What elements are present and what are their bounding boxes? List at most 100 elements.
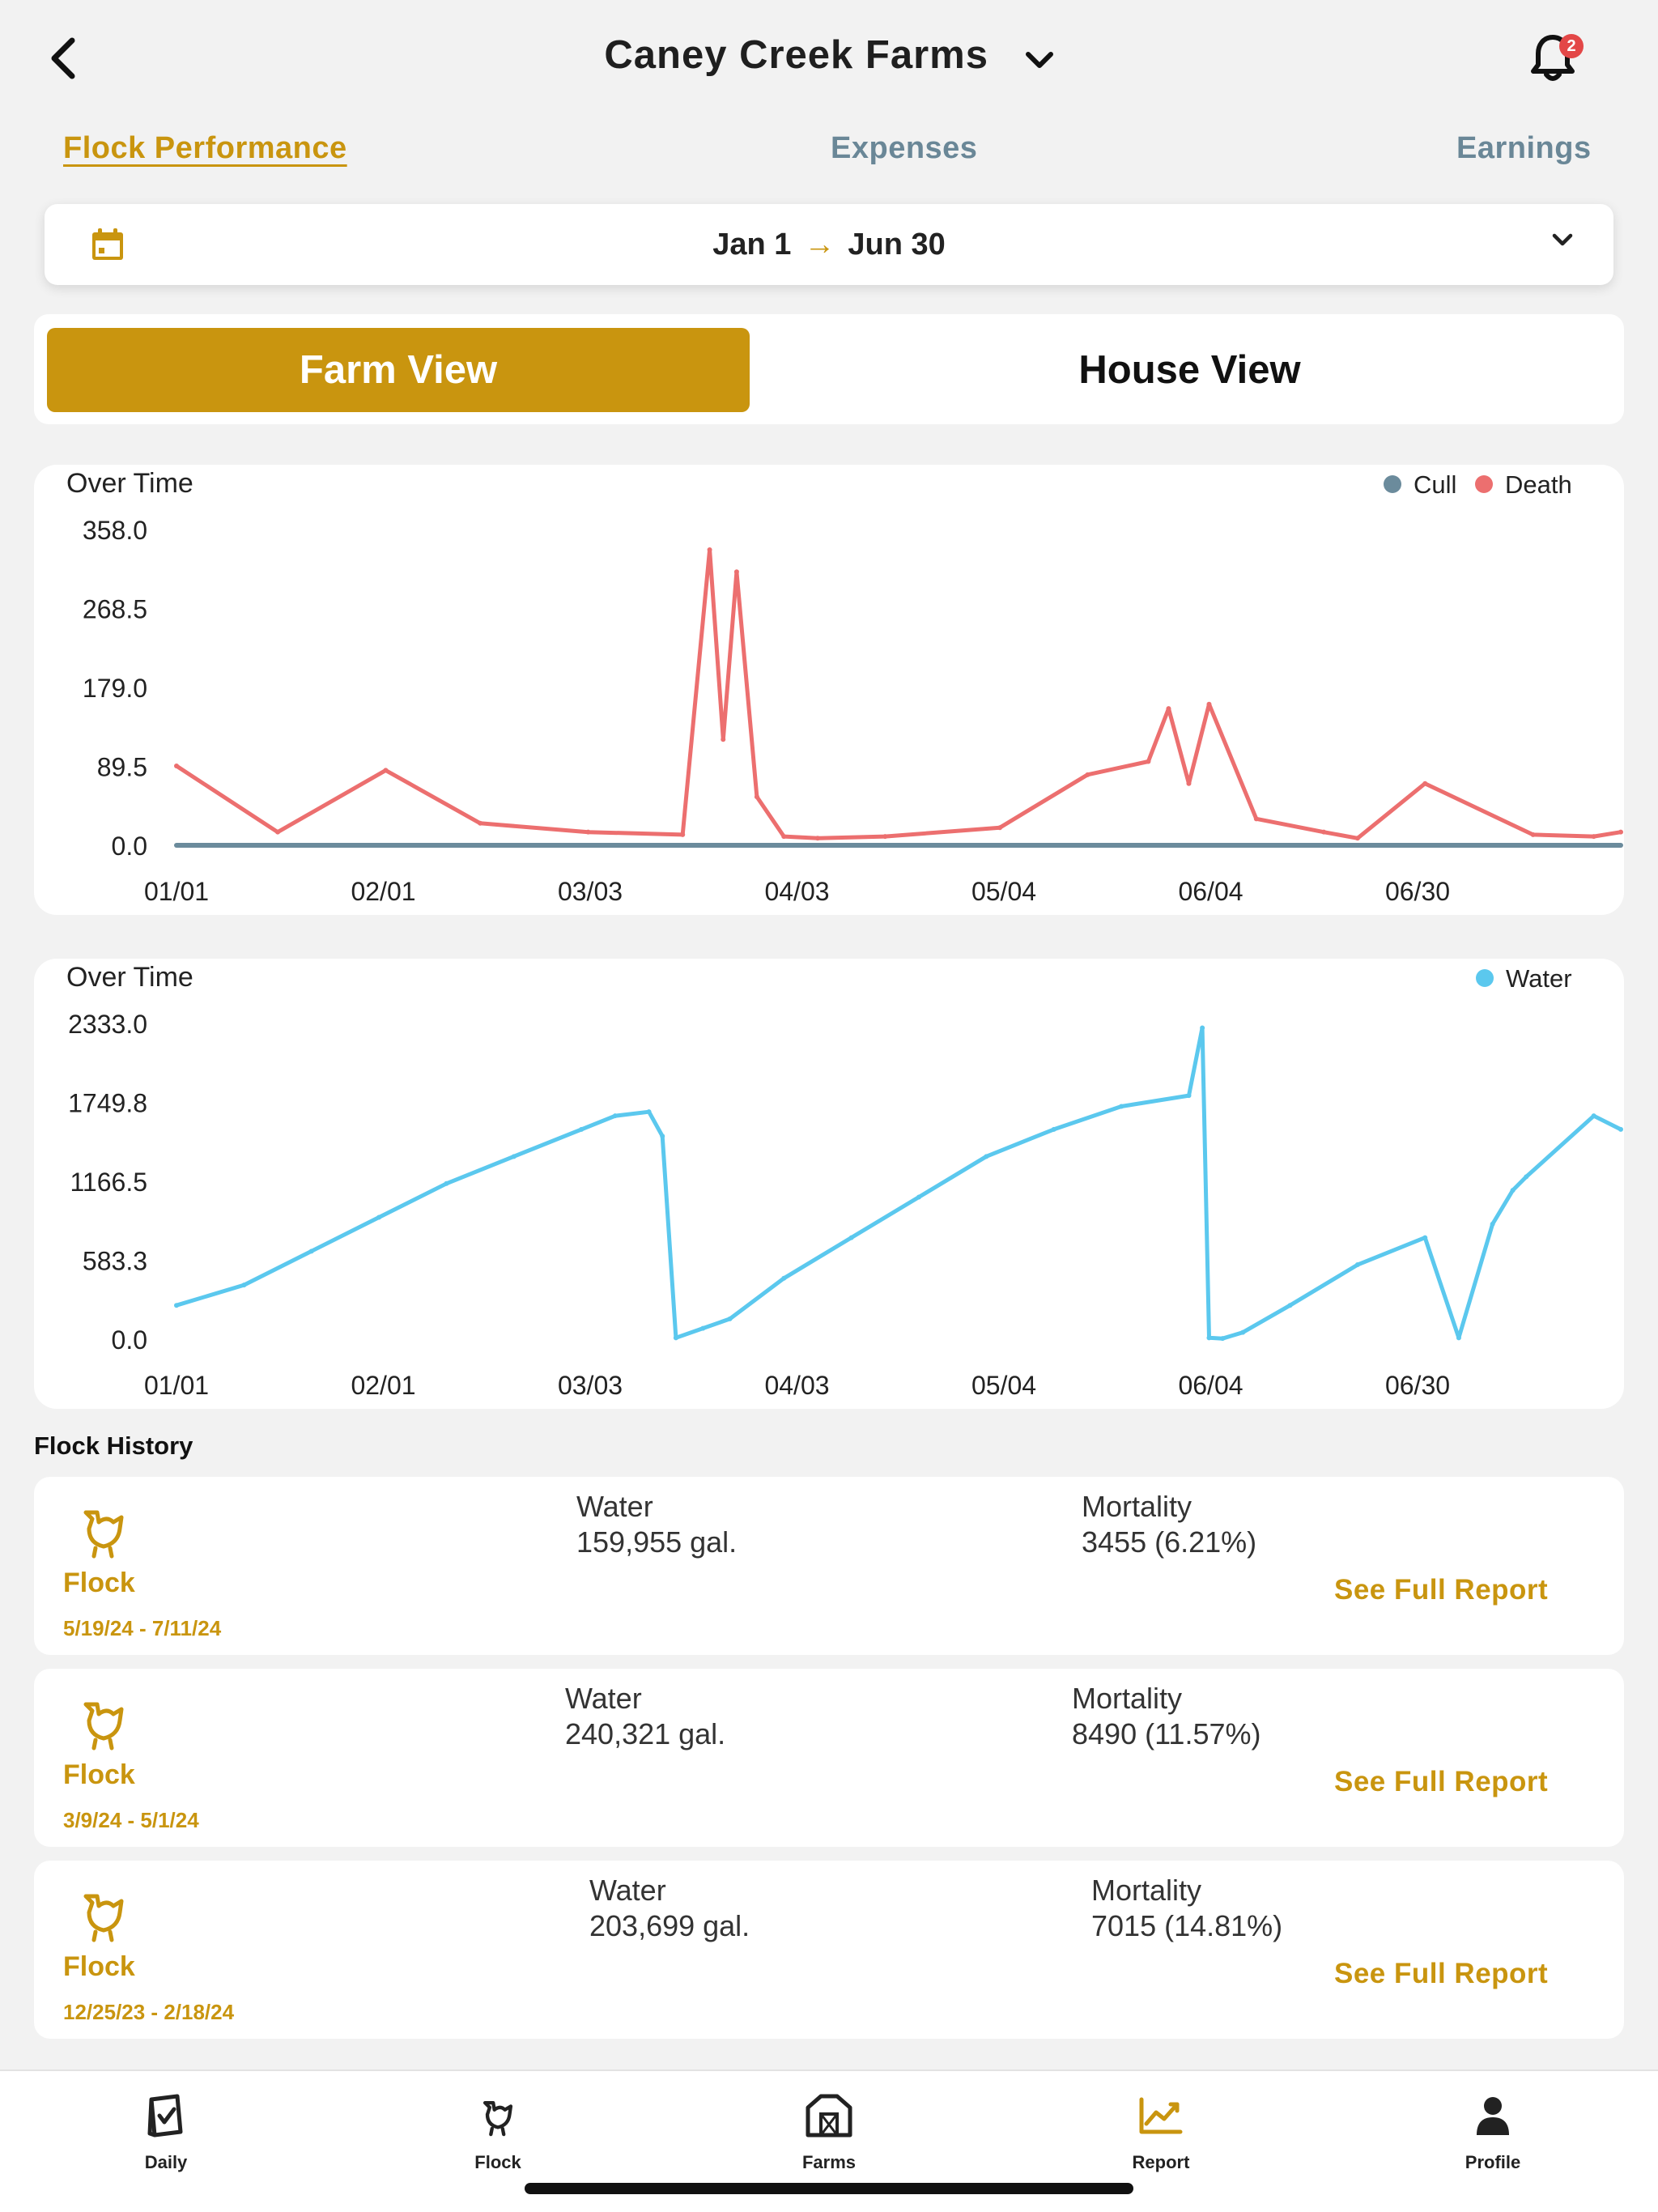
x-tick-label: 04/03 xyxy=(764,1371,829,1400)
see-full-report-link[interactable]: See Full Report xyxy=(1334,1574,1549,1606)
y-tick-label: 1749.8 xyxy=(68,1089,147,1118)
x-tick-label: 04/03 xyxy=(764,877,829,906)
legend-death-label: Death xyxy=(1505,470,1572,499)
nav-label: Flock xyxy=(474,2152,521,2172)
water-value: 159,955 gal. xyxy=(576,1525,738,1559)
tab-earnings[interactable]: Earnings xyxy=(1456,131,1592,165)
home-indicator xyxy=(525,2183,1133,2194)
y-tick-label: 1166.5 xyxy=(70,1168,148,1197)
water-value: 240,321 gal. xyxy=(565,1717,726,1750)
see-full-report-link[interactable]: See Full Report xyxy=(1334,1958,1549,1989)
data-point xyxy=(1119,1104,1124,1109)
flock-history-item: Flock 5/19/24 - 7/11/24 Water 159,955 ga… xyxy=(34,1477,1624,1655)
nav-farms[interactable]: Farms xyxy=(732,2089,926,2173)
flock-name: Flock xyxy=(63,1759,135,1790)
data-point xyxy=(733,569,739,575)
legend-cull-dot xyxy=(1384,475,1401,493)
tab-expenses[interactable]: Expenses xyxy=(831,131,978,165)
x-tick-label: 06/30 xyxy=(1385,877,1450,906)
data-point xyxy=(1051,1126,1056,1132)
y-tick-label: 0.0 xyxy=(112,832,147,861)
water-value: 203,699 gal. xyxy=(589,1909,750,1942)
data-point xyxy=(478,820,483,826)
x-tick-label: 06/04 xyxy=(1178,1371,1243,1400)
date-range-picker[interactable]: Jan 1 → Jun 30 xyxy=(45,204,1613,285)
data-point xyxy=(1186,781,1192,786)
view-toggle: Farm View House View xyxy=(34,314,1624,424)
series-line-death xyxy=(174,547,1623,840)
chart-icon xyxy=(1064,2089,1258,2142)
data-point xyxy=(700,1325,706,1331)
data-point xyxy=(579,1126,585,1132)
nav-label: Farms xyxy=(801,2152,857,2172)
mortality-value: 8490 (11.57%) xyxy=(1072,1717,1261,1750)
data-point xyxy=(916,1194,922,1200)
mortality-chart: Over Time Cull Death 358.0 268.5 179.0 89.5… xyxy=(66,468,1623,906)
data-point xyxy=(585,829,591,835)
chart-title: Over Time xyxy=(66,962,193,993)
flock-history-item: Flock 3/9/24 - 5/1/24 Water 240,321 gal.… xyxy=(34,1669,1624,1847)
hen-icon xyxy=(401,2089,595,2142)
y-tick-label: 358.0 xyxy=(83,516,147,545)
data-point xyxy=(1146,759,1151,764)
series-line-water xyxy=(174,1026,1623,1341)
data-point xyxy=(275,829,281,835)
y-tick-label: 0.0 xyxy=(112,1325,147,1355)
nav-report[interactable]: Report xyxy=(1064,2089,1258,2173)
nav-profile[interactable]: Profile xyxy=(1396,2089,1590,2173)
data-point xyxy=(383,768,389,773)
arrow-right-icon: → xyxy=(804,227,835,262)
farm-name: Caney Creek Farms xyxy=(604,33,988,77)
data-point xyxy=(1618,1126,1623,1132)
data-point xyxy=(727,1316,733,1321)
hen-icon xyxy=(74,1501,133,1559)
flock-dates: 3/9/24 - 5/1/24 xyxy=(63,1808,199,1832)
x-tick-label: 02/01 xyxy=(351,877,415,906)
nav-daily[interactable]: Daily xyxy=(69,2089,263,2173)
data-point xyxy=(660,1134,665,1139)
data-point xyxy=(814,836,820,841)
data-point xyxy=(1240,1329,1246,1335)
x-tick-label: 05/04 xyxy=(971,877,1036,906)
chart-title: Over Time xyxy=(66,468,193,499)
farm-view-button[interactable]: Farm View xyxy=(47,328,750,412)
flock-name: Flock xyxy=(63,1951,135,1982)
data-point xyxy=(721,737,726,742)
water-chart-card: Over Time Water 2333.0 1749.8 1166.5 583.3 0… xyxy=(34,959,1624,1409)
data-point xyxy=(1422,781,1428,786)
data-point xyxy=(1422,1235,1428,1240)
y-tick-label: 89.5 xyxy=(97,753,147,782)
data-point xyxy=(1287,1303,1293,1308)
data-point xyxy=(1206,701,1212,707)
data-point xyxy=(612,1113,618,1119)
data-point xyxy=(174,763,179,768)
house-view-button[interactable]: House View xyxy=(1078,348,1301,392)
hen-icon xyxy=(74,1885,133,1943)
data-point xyxy=(241,1283,247,1288)
data-point xyxy=(754,794,759,800)
tab-flock-performance[interactable]: Flock Performance xyxy=(63,131,347,165)
flock-dates: 12/25/23 - 2/18/24 xyxy=(63,2000,235,2024)
notification-badge: 2 xyxy=(1559,34,1584,58)
back-button[interactable] xyxy=(39,34,87,83)
see-full-report-link[interactable]: See Full Report xyxy=(1334,1766,1549,1797)
mortality-value: 3455 (6.21%) xyxy=(1082,1525,1257,1559)
data-point xyxy=(1530,832,1536,837)
notifications-button[interactable]: 2 xyxy=(1530,32,1584,86)
data-point xyxy=(781,1275,787,1281)
water-label: Water xyxy=(565,1682,642,1715)
x-tick-label: 01/01 xyxy=(144,1371,209,1400)
x-tick-label: 03/03 xyxy=(558,877,623,906)
flock-history-item: Flock 12/25/23 - 2/18/24 Water 203,699 g… xyxy=(34,1861,1624,2039)
water-label: Water xyxy=(576,1490,653,1523)
data-point xyxy=(1490,1221,1495,1227)
data-point xyxy=(444,1180,449,1186)
nav-label: Profile xyxy=(1465,2152,1521,2172)
nav-flock[interactable]: Flock xyxy=(401,2089,595,2173)
data-point xyxy=(1354,836,1360,841)
farm-selector[interactable]: Caney Creek Farms xyxy=(0,32,1658,80)
mortality-label: Mortality xyxy=(1072,1682,1183,1715)
data-point xyxy=(848,1235,854,1240)
x-tick-label: 03/03 xyxy=(558,1371,623,1400)
date-range-label: Jan 1 → Jun 30 xyxy=(45,228,1613,262)
